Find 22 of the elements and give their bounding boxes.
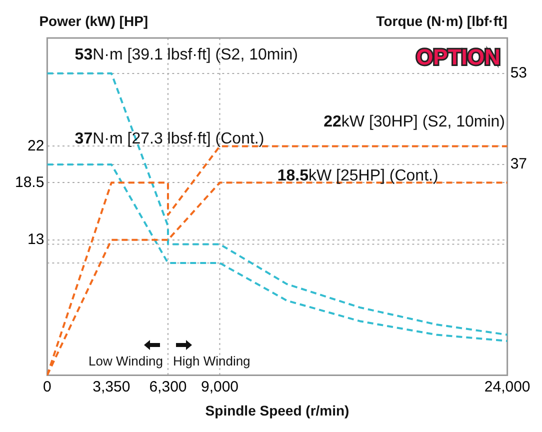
annotation: 22kW [30HP] (S2, 10min) [324, 114, 506, 131]
y2-axis-title: Torque (N·m) [lbf·ft] [376, 12, 508, 29]
y-tick-label: 13 [28, 231, 44, 248]
annotation: Low Winding [88, 353, 163, 368]
x-tick-label: 9,000 [200, 378, 239, 396]
y2-tick-label: 37 [510, 156, 528, 173]
y-tick-label: 22 [28, 137, 44, 154]
x-axis-title: Spindle Speed (r/min) [205, 402, 350, 418]
x-tick-label: 0 [43, 378, 52, 396]
y-axis-title: Power (kW) [HP] [39, 12, 148, 29]
x-tick-label: 3,350 [92, 378, 130, 396]
annotation: 53N·m [39.1 lbsf·ft] (S2, 10min) [74, 46, 298, 64]
annotation: OPTION [416, 44, 500, 70]
y2-tick-label: 53 [510, 64, 528, 82]
annotation: 18.5kW [25HP] (Cont.) [277, 168, 438, 185]
annotation: High Winding [172, 353, 250, 368]
line-series [47, 72, 508, 336]
x-tick-label: 6,300 [149, 378, 187, 396]
line-series [47, 163, 508, 342]
x-tick-label: 24,000 [484, 378, 530, 396]
y-tick-label: 18.5 [14, 174, 44, 191]
annotation: 37N·m [27.3 lbsf·ft] (Cont.) [74, 130, 264, 148]
